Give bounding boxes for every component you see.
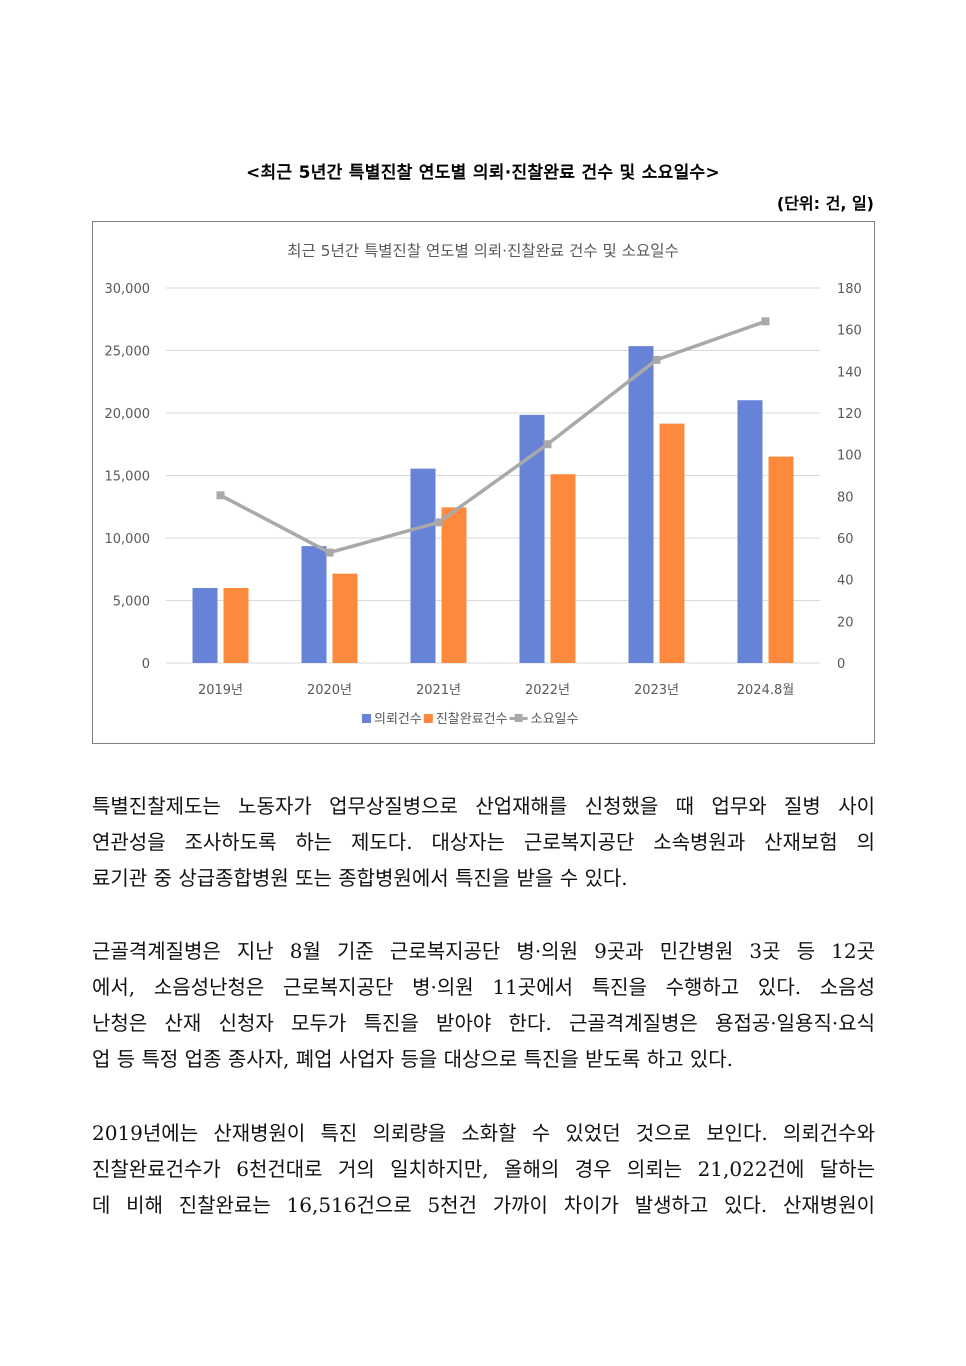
paragraph-2: 근골격계질병은 지난 8월 기준 근로복지공단 병·의원 9곳과 민간병원 3곳… bbox=[92, 933, 875, 1077]
paragraph-line: 업 등 특정 업종 종사자, 폐업 사업자 등을 대상으로 특진을 받도록 하고… bbox=[92, 1047, 734, 1071]
y-right-tick-label: 160 bbox=[837, 324, 862, 339]
paragraph-line: 연관성을 조사하도록 하는 제도다. 대상자는 근로복지공단 소속병원과 산재보… bbox=[92, 830, 875, 854]
y-left-tick-label: 25,000 bbox=[105, 345, 151, 360]
x-tick-label: 2023년 bbox=[634, 683, 679, 698]
paragraph-line: 데 비해 진찰완료는 16,516건으로 5천건 가까이 차이가 발생하고 있다… bbox=[92, 1193, 875, 1217]
paragraph-line: 특별진찰제도는 노동자가 업무상질병으로 산업재해를 신청했을 때 업무와 질병… bbox=[92, 794, 875, 818]
paragraph-line: 료기관 중 상급종합병원 또는 종합병원에서 특진을 받을 수 있다. bbox=[92, 866, 628, 890]
y-left-tick-label: 10,000 bbox=[105, 532, 151, 547]
unit-label: (단위: 건, 일) bbox=[776, 194, 874, 213]
y-right-tick-label: 120 bbox=[837, 407, 862, 422]
line-marker bbox=[216, 491, 225, 500]
legend-label: 의뢰건수 bbox=[374, 712, 422, 727]
y-right-tick-label: 100 bbox=[837, 449, 862, 464]
line-days bbox=[219, 319, 767, 555]
bar-completed bbox=[659, 423, 685, 663]
bar-requests bbox=[519, 414, 545, 663]
y-right-tick-label: 40 bbox=[837, 574, 854, 589]
line-marker bbox=[325, 548, 334, 557]
paragraph-line: 난청은 산재 신청자 모두가 특진을 받아야 한다. 근골격계질병은 용접공·일… bbox=[92, 1011, 875, 1035]
paragraph-3: 2019년에는 산재병원이 특진 의뢰량을 소화할 수 있었던 것으로 보인다.… bbox=[92, 1115, 875, 1223]
x-tick-label: 2024.8월 bbox=[737, 683, 794, 698]
paragraph-line: 에서, 소음성난청은 근로복지공단 병·의원 11곳에서 특진을 수행하고 있다… bbox=[92, 975, 875, 999]
legend-swatch bbox=[362, 714, 371, 723]
y-right-tick-label: 20 bbox=[837, 615, 854, 630]
x-tick-label: 2019년 bbox=[198, 683, 243, 698]
bar-requests bbox=[737, 400, 763, 663]
line-marker bbox=[434, 518, 443, 527]
y-right-tick-label: 0 bbox=[837, 657, 845, 672]
y-left-tick-label: 5,000 bbox=[113, 595, 150, 610]
paragraph-line: 2019년에는 산재병원이 특진 의뢰량을 소화할 수 있었던 것으로 보인다.… bbox=[92, 1121, 875, 1145]
y-right-tick-label: 80 bbox=[837, 490, 854, 505]
y-right-tick-label: 60 bbox=[837, 532, 854, 547]
line-marker bbox=[652, 355, 661, 364]
combo-chart: 최근 5년간 특별진찰 연도별 의뢰·진찰완료 건수 및 소요일수 0 5,000 1… bbox=[105, 242, 862, 727]
y-left-tick-label: 0 bbox=[142, 657, 150, 672]
paragraph-1: 특별진찰제도는 노동자가 업무상질병으로 산업재해를 신청했을 때 업무와 질병… bbox=[92, 788, 875, 896]
y-left-tick-label: 30,000 bbox=[105, 282, 151, 297]
bar-completed bbox=[768, 456, 794, 663]
x-tick-label: 2020년 bbox=[307, 683, 352, 698]
legend-swatch-marker bbox=[514, 714, 523, 722]
bar-completed bbox=[332, 573, 358, 663]
line-marker bbox=[761, 317, 770, 326]
chart-title: 최근 5년간 특별진찰 연도별 의뢰·진찰완료 건수 및 소요일수 bbox=[287, 242, 679, 260]
bar-completed bbox=[550, 474, 576, 663]
bar-completed bbox=[223, 588, 249, 663]
bar-completed bbox=[441, 507, 467, 663]
legend-label: 소요일수 bbox=[531, 712, 579, 727]
bar-requests bbox=[628, 346, 654, 663]
y-right-tick-label: 180 bbox=[837, 282, 862, 297]
legend-swatch bbox=[423, 714, 433, 723]
bar-requests bbox=[192, 588, 218, 663]
chart-container: 최근 5년간 특별진찰 연도별 의뢰·진찰완료 건수 및 소요일수 0 5,000 1… bbox=[92, 221, 875, 744]
paragraph-line: 진찰완료건수가 6천건대로 거의 일치하지만, 올해의 경우 의뢰는 21,02… bbox=[92, 1157, 875, 1181]
bar-requests bbox=[301, 546, 327, 663]
x-tick-label: 2022년 bbox=[525, 683, 570, 698]
paragraph-line: 근골격계질병은 지난 8월 기준 근로복지공단 병·의원 9곳과 민간병원 3곳… bbox=[92, 939, 875, 963]
y-left-tick-label: 20,000 bbox=[105, 407, 151, 422]
x-tick-label: 2021년 bbox=[416, 683, 461, 698]
y-right-tick-label: 140 bbox=[837, 365, 862, 380]
legend-label: 진찰완료건수 bbox=[436, 712, 508, 727]
y-left-tick-label: 15,000 bbox=[105, 470, 151, 485]
line-marker bbox=[543, 440, 552, 449]
bar-requests bbox=[410, 468, 436, 663]
table-caption: <최근 5년간 특별진찰 연도별 의뢰·진찰완료 건수 및 소요일수> bbox=[245, 163, 721, 183]
